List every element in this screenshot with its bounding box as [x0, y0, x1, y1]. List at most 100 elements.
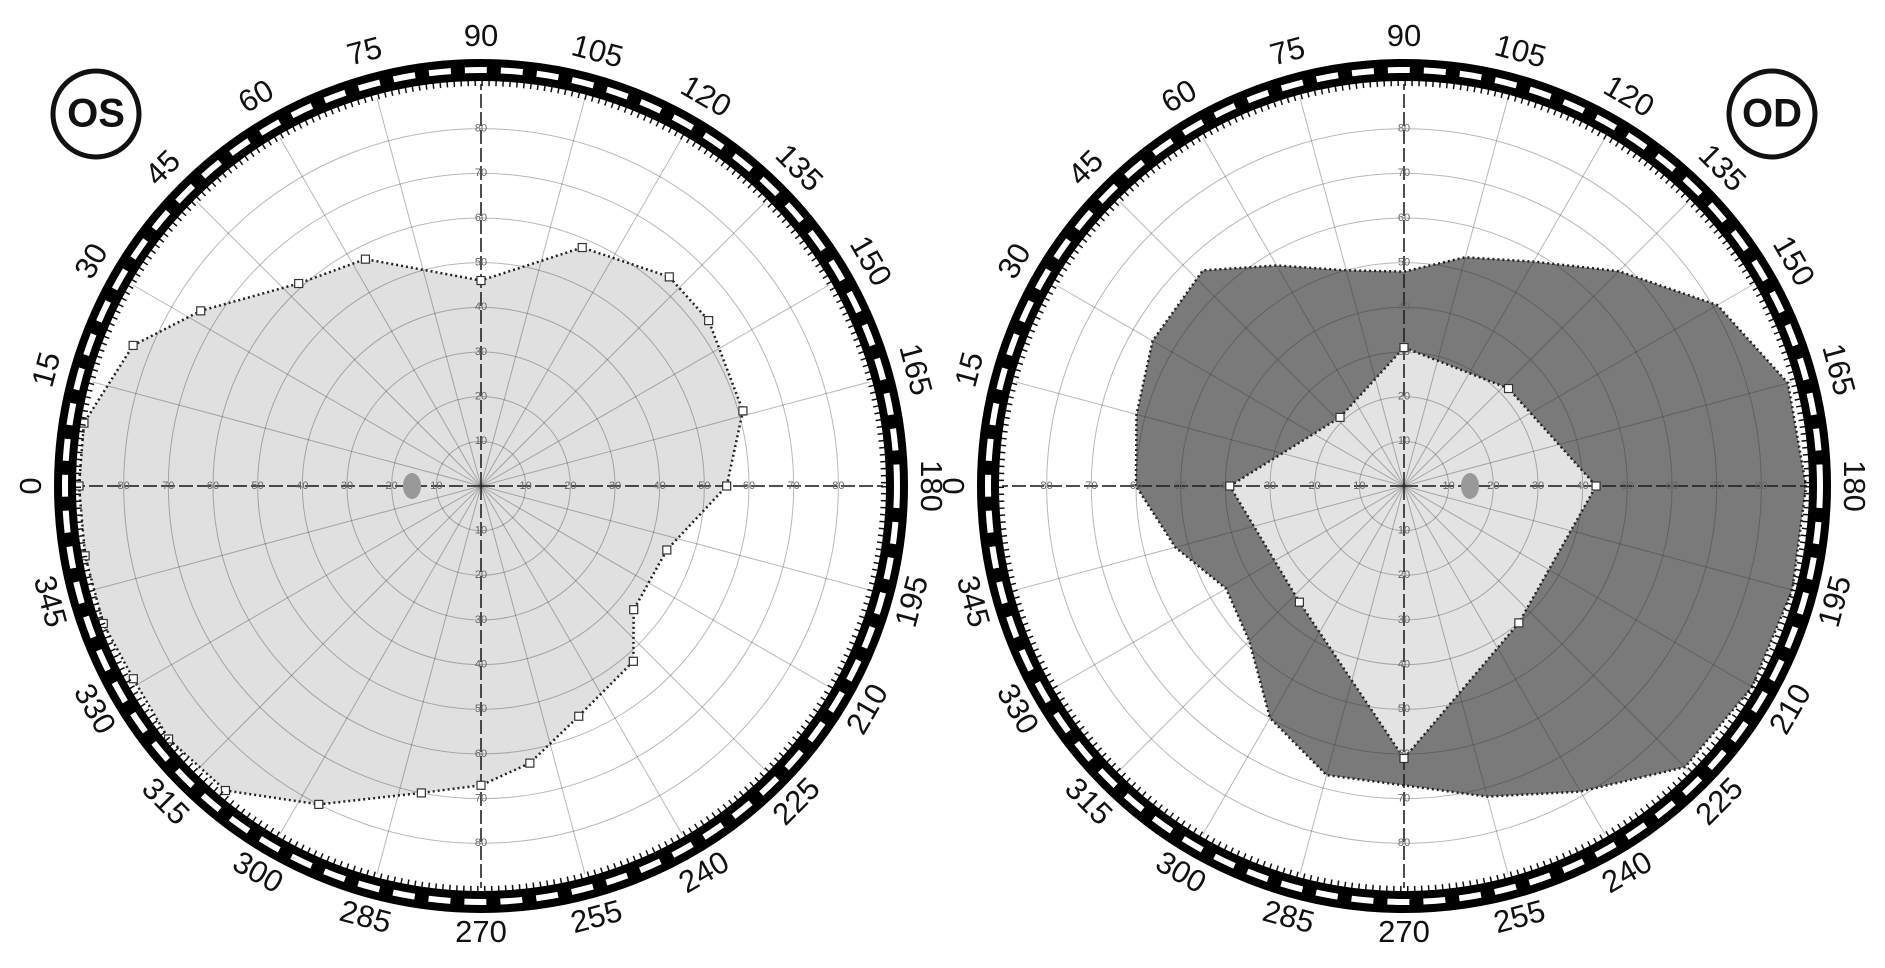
r-tick-label: 60: [475, 212, 487, 224]
field-point: [196, 306, 206, 316]
grid-spoke: [196, 201, 482, 487]
grid-spoke: [1299, 485, 1405, 875]
r-tick-label: 10: [1398, 435, 1410, 447]
grid-spoke: [480, 485, 766, 771]
angle-label: 60: [1155, 72, 1202, 120]
grid-spoke: [92, 485, 482, 591]
field-point: [738, 406, 748, 416]
grid-spoke: [1403, 485, 1753, 688]
grid-spoke: [1403, 201, 1689, 487]
grid-spoke: [279, 485, 482, 835]
r-tick-label: 50: [1175, 480, 1187, 492]
angle-label: 180: [1837, 460, 1872, 512]
field-point: [574, 711, 584, 721]
field-point: [1591, 481, 1601, 491]
blind-spot: [403, 473, 421, 499]
field-area: [1228, 346, 1598, 761]
grid-spoke: [1119, 201, 1405, 487]
grid-spoke: [279, 137, 482, 487]
grid-spoke: [376, 97, 482, 487]
ring-dashes: [985, 67, 1823, 905]
grid-spoke: [1403, 485, 1606, 835]
r-tick-label: 40: [654, 480, 666, 492]
r-tick-label: 30: [609, 480, 621, 492]
r-tick-label: 80: [475, 123, 487, 135]
r-tick-label: 80: [1041, 480, 1053, 492]
r-tick-label: 20: [1398, 391, 1410, 403]
grid-spoke: [480, 381, 870, 487]
angle-label: 270: [1378, 914, 1430, 949]
r-tick-label: 50: [252, 480, 264, 492]
grid-spoke: [132, 485, 482, 688]
angle-label: 75: [1266, 30, 1308, 73]
grid-spoke: [1202, 485, 1405, 835]
r-tick-label: 50: [475, 703, 487, 715]
grid-spoke: [480, 485, 586, 875]
r-tick-label: 10: [1443, 480, 1455, 492]
r-tick-label: 50: [1398, 703, 1410, 715]
r-tick-label: 60: [207, 480, 219, 492]
grid-spoke: [1403, 97, 1509, 487]
grid-circle: [1314, 396, 1494, 576]
field-point: [664, 272, 674, 282]
r-tick-label: 40: [296, 480, 308, 492]
r-tick-label: 40: [475, 301, 487, 313]
grid-spoke: [480, 201, 766, 487]
grid-spoke: [376, 485, 482, 875]
field-point: [577, 242, 587, 253]
r-tick-label: 80: [1398, 837, 1410, 849]
eye-badge: [1726, 68, 1818, 160]
angle-label: 270: [455, 914, 507, 949]
field-point: [1399, 753, 1409, 764]
field-point: [128, 340, 138, 351]
grid-circle: [1046, 128, 1762, 844]
polar-chart: 10 20 30 40 50 60 70 80 10 20 30 40 50 60 70 80 10 20 30 40…: [936, 18, 1872, 949]
field-area: [77, 246, 745, 806]
field-point: [1225, 481, 1235, 491]
eye-label: OD: [1742, 92, 1802, 136]
field-point: [1514, 618, 1524, 628]
field-point: [294, 278, 304, 289]
r-tick-label: 50: [1398, 257, 1410, 269]
r-tick-label: 20: [1309, 480, 1321, 492]
r-tick-label: 70: [1398, 167, 1410, 179]
angle-label: 105: [1491, 27, 1550, 74]
grid-spoke: [92, 381, 482, 487]
r-tick-label: 70: [162, 480, 174, 492]
grid-spoke: [480, 97, 586, 487]
r-tick-label: 40: [1398, 659, 1410, 671]
angle-label: 180: [914, 460, 949, 512]
r-tick-label: 30: [1264, 480, 1276, 492]
field-point: [314, 799, 324, 809]
r-tick-label: 70: [475, 793, 487, 805]
r-tick-label: 70: [1085, 480, 1097, 492]
eye-label: OS: [67, 92, 125, 136]
r-tick-label: 70: [1398, 793, 1410, 805]
angle-label: 105: [568, 27, 627, 74]
grid-spoke: [1403, 137, 1606, 487]
angle-label: 60: [232, 72, 279, 120]
r-tick-label: 50: [1621, 480, 1633, 492]
r-tick-label: 30: [475, 346, 487, 358]
grid-spoke: [1403, 381, 1793, 487]
grid-circle: [391, 396, 571, 576]
field-point: [1294, 597, 1304, 607]
angle-label: 30: [67, 237, 115, 284]
grid-spoke: [196, 485, 482, 771]
field-point: [476, 275, 486, 286]
field-point: [220, 785, 231, 796]
field-point: [1335, 412, 1345, 422]
angle-label: 90: [1387, 18, 1421, 53]
grid-spoke: [1015, 485, 1405, 591]
r-tick-label: 20: [564, 480, 576, 492]
grid-spoke: [1202, 137, 1405, 487]
angle-label: 75: [343, 30, 385, 73]
r-tick-label: 20: [475, 391, 487, 403]
field-point: [74, 481, 84, 491]
r-tick-label: 80: [118, 480, 130, 492]
grid-circle: [212, 217, 750, 755]
r-tick-label: 80: [475, 837, 487, 849]
field-point: [628, 656, 638, 666]
